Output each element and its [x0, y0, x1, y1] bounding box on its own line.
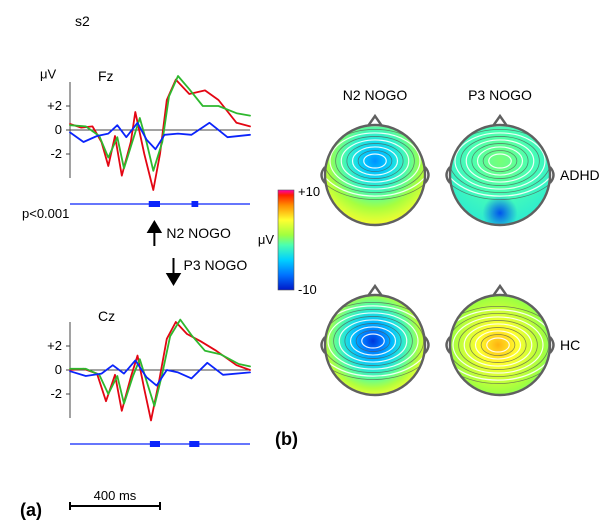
erp-blue-line — [70, 123, 250, 149]
p-value: p<0.001 — [22, 206, 69, 221]
p3-nogo-label: P3 NOGO — [184, 257, 248, 273]
y-tick-label: -2 — [50, 386, 62, 401]
y-tick-label: 0 — [55, 362, 62, 377]
scalebar-label: 400 ms — [94, 488, 137, 503]
topo-hc_n2 — [311, 295, 435, 395]
colorbar — [278, 190, 294, 290]
sig-bar — [149, 201, 160, 207]
col-n2: N2 NOGO — [343, 87, 408, 103]
topo-hc_p3 — [436, 295, 560, 395]
y-tick-label: -2 — [50, 146, 62, 161]
topo-adhd_n2 — [313, 122, 437, 225]
arrow-down-icon — [168, 258, 180, 284]
row-adhd: ADHD — [560, 167, 600, 183]
n2-nogo-label: N2 NOGO — [166, 225, 231, 241]
sig-bar — [189, 441, 199, 447]
arrow-up-icon — [148, 222, 160, 246]
sig-bar — [192, 201, 199, 207]
panel-a-label: (a) — [20, 500, 42, 520]
cbar-min: -10 — [298, 282, 317, 297]
sig-bar — [150, 441, 160, 447]
panel-b-label: (b) — [275, 429, 298, 449]
site-label: Cz — [98, 308, 115, 324]
site-label: Fz — [98, 68, 114, 84]
uv-label: μV — [40, 66, 56, 81]
col-p3: P3 NOGO — [468, 87, 532, 103]
s2-label: s2 — [75, 13, 90, 29]
row-hc: HC — [560, 337, 580, 353]
figure: s2 +2 0 -2 μV Fz +2 0 -2 Cz p<0.001 N2 NOGO P3 NOGO 4… — [0, 0, 600, 526]
cbar-max: +10 — [298, 184, 320, 199]
y-tick-label: +2 — [47, 98, 62, 113]
erp-green-line — [70, 320, 250, 406]
erp-red-line — [70, 322, 250, 420]
cbar-unit: μV — [258, 232, 274, 247]
y-tick-label: 0 — [55, 122, 62, 137]
topo-adhd_p3 — [438, 122, 562, 230]
y-tick-label: +2 — [47, 338, 62, 353]
